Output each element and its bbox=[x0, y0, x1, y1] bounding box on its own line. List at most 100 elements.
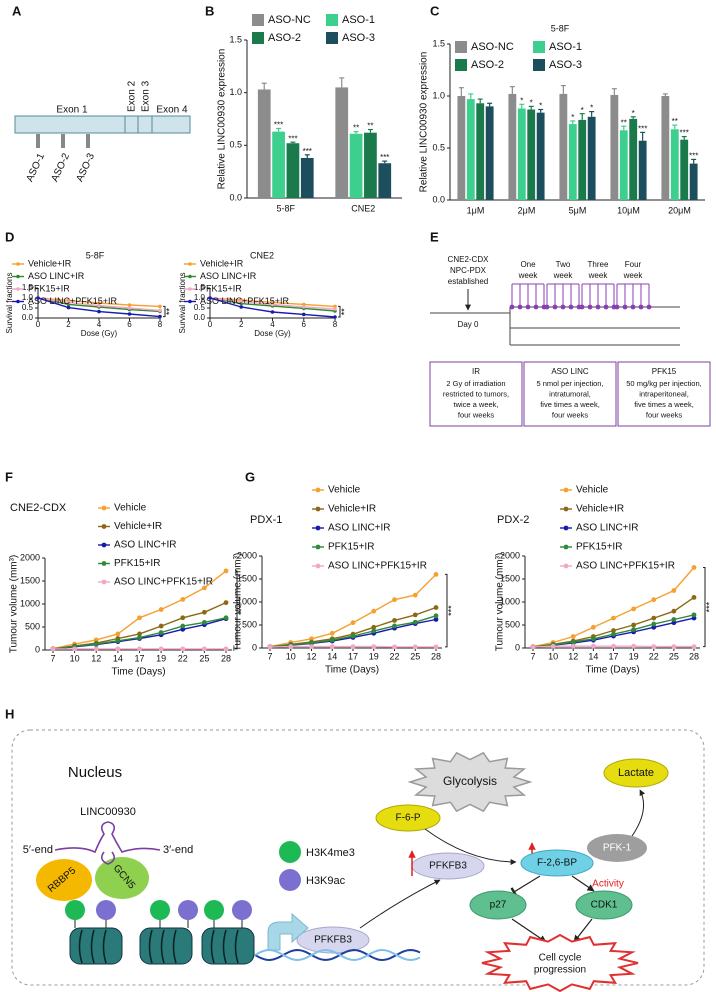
pfkfb3-label: PFKFB3 bbox=[429, 861, 467, 872]
exon-label: Exon 3 bbox=[141, 80, 152, 112]
f6p-label: F-6-P bbox=[396, 813, 421, 824]
legend-marker bbox=[563, 525, 569, 531]
transcription-arrow bbox=[267, 912, 309, 951]
legend-swatch bbox=[533, 59, 545, 71]
significance: *** bbox=[288, 134, 297, 143]
point bbox=[201, 609, 207, 615]
x-tick-label: 6 bbox=[127, 320, 132, 329]
y-tick-label: 0.5 bbox=[22, 303, 34, 312]
point bbox=[201, 585, 207, 591]
treatment-detail: four weeks bbox=[646, 410, 683, 419]
point bbox=[590, 636, 596, 642]
point bbox=[611, 628, 616, 633]
point bbox=[223, 615, 229, 621]
significance: *** bbox=[236, 604, 246, 615]
point bbox=[270, 310, 275, 314]
point bbox=[392, 597, 397, 603]
y-tick-label: 1.5 bbox=[432, 38, 445, 48]
lncrna-label: LINC00930 bbox=[80, 806, 136, 818]
point bbox=[127, 306, 132, 310]
legend-label: ASO-3 bbox=[549, 59, 582, 71]
nucleus-label: Nucleus bbox=[68, 764, 122, 781]
significance: * bbox=[520, 96, 523, 105]
point bbox=[433, 605, 439, 610]
point bbox=[651, 621, 657, 627]
panel-label: D bbox=[5, 229, 14, 244]
y-tick-label: 0 bbox=[35, 644, 40, 654]
y-axis-label: Relative LINC00930 expression bbox=[419, 52, 430, 193]
legend-marker bbox=[188, 262, 192, 266]
mechanism-diagram: Nucleus Glycolysis Lactate F-6-P PFKFB3 … bbox=[11, 729, 705, 992]
y-axis-label: Tumour volume (mm³) bbox=[9, 555, 20, 654]
point bbox=[97, 301, 101, 305]
x-tick-label: 8 bbox=[333, 320, 338, 329]
point bbox=[333, 304, 337, 309]
point bbox=[350, 620, 356, 626]
point bbox=[590, 624, 596, 630]
point bbox=[301, 305, 306, 309]
x-axis-label: Dose (Gy) bbox=[81, 329, 118, 338]
legend-label: Vehicle bbox=[576, 485, 609, 496]
bar bbox=[568, 124, 577, 200]
nucleosome-body bbox=[69, 927, 123, 965]
x-axis-label: Dose (Gy) bbox=[254, 329, 291, 338]
x-tick-label: 8 bbox=[158, 320, 163, 329]
treatment-detail: restricted to tumors, bbox=[443, 389, 509, 398]
y-tick-label: 1500 bbox=[237, 573, 257, 583]
point bbox=[72, 646, 78, 652]
point bbox=[309, 640, 314, 646]
point bbox=[371, 624, 377, 630]
x-tick-label: 10 bbox=[548, 651, 558, 661]
panel-label: A bbox=[12, 3, 22, 18]
point bbox=[530, 644, 536, 650]
point bbox=[412, 592, 418, 598]
y-tick-label: 0.0 bbox=[229, 192, 242, 202]
bar bbox=[536, 112, 545, 200]
y-tick-label: 1.5 bbox=[194, 283, 206, 292]
point bbox=[611, 615, 616, 621]
p27-label: p27 bbox=[490, 900, 507, 911]
point bbox=[223, 568, 229, 574]
panel-label: C bbox=[430, 3, 440, 18]
legend-label: PFK15+IR bbox=[114, 558, 160, 569]
point bbox=[137, 646, 142, 652]
x-tick-label: 28 bbox=[689, 651, 699, 661]
legend-swatch bbox=[455, 41, 467, 53]
x-tick-label: 14 bbox=[113, 653, 123, 663]
nucleosome-body bbox=[201, 927, 255, 965]
point bbox=[301, 312, 306, 317]
treatment-title: IR bbox=[472, 367, 480, 376]
legend-marker bbox=[563, 544, 569, 550]
y-tick-label: 1000 bbox=[237, 596, 257, 606]
x-tick-label: 17 bbox=[608, 651, 618, 661]
point bbox=[201, 620, 207, 625]
point bbox=[270, 302, 275, 307]
model-label: established bbox=[448, 277, 488, 286]
chart: 0 500 1000 1500 2000 PDX-2 Tumour volume (mm³)… bbox=[495, 485, 715, 676]
significance-bracket bbox=[703, 567, 706, 648]
y-tick-label: 0.0 bbox=[194, 313, 206, 322]
arrow bbox=[424, 828, 517, 865]
point bbox=[267, 644, 273, 650]
dose-dot bbox=[603, 304, 609, 310]
significance: *** bbox=[704, 601, 714, 612]
x-tick-label: 5-8F bbox=[276, 203, 295, 213]
point bbox=[239, 305, 244, 309]
week-label: Four bbox=[625, 260, 642, 269]
legend-label: H3K9ac bbox=[306, 875, 346, 887]
point bbox=[66, 300, 71, 305]
legend-marker bbox=[16, 262, 20, 266]
cell-cycle-label: progression bbox=[534, 965, 586, 976]
y-tick-label: 1.5 bbox=[22, 283, 34, 292]
activity-label: Activity bbox=[592, 879, 624, 890]
point bbox=[570, 643, 576, 649]
y-tick-label: 1.0 bbox=[432, 90, 445, 100]
legend-label: PFK15+IR bbox=[200, 283, 242, 293]
y-tick-label: 1.0 bbox=[229, 87, 242, 97]
significance-bracket bbox=[338, 305, 341, 318]
nucleosome-body bbox=[139, 927, 193, 965]
aso-site bbox=[86, 134, 90, 148]
bar bbox=[485, 106, 494, 200]
h3k9ac-mark bbox=[96, 900, 116, 920]
